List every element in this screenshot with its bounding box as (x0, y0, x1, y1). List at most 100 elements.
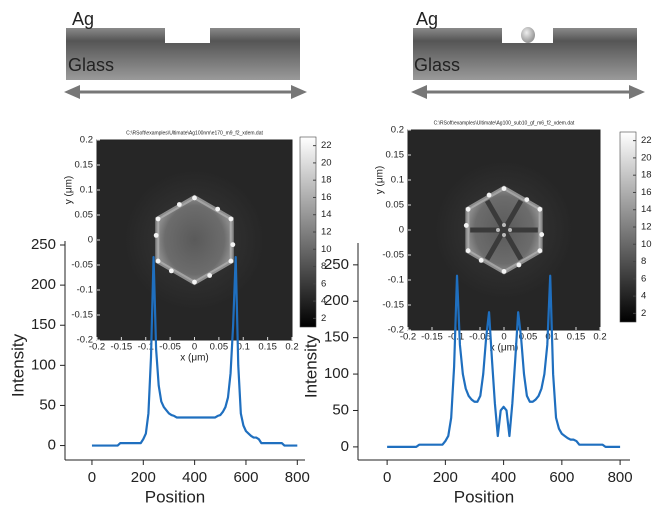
y-tick-label: 150 (324, 329, 349, 346)
x-tick-label: 200 (433, 469, 458, 486)
x-tick-label: 0.2 (285, 342, 298, 353)
heatmap-hotspot (153, 232, 159, 238)
y-tick-label: -0.2 (388, 325, 404, 336)
colorbar-tick-label: 8 (321, 261, 326, 272)
x-axis-label: x (μm) (490, 343, 519, 354)
heatmap-hotspot (155, 258, 161, 264)
x-tick-label: 0.15 (567, 332, 586, 343)
y-tick-label: -0.05 (71, 260, 93, 271)
x-tick-label: 800 (285, 469, 310, 486)
heatmap-hotspot (176, 202, 182, 207)
y-tick-label: 150 (31, 316, 56, 333)
x-tick-label: 0.05 (210, 342, 229, 353)
colorbar-tick-label: 2 (321, 313, 326, 324)
y-tick-label: 0.15 (386, 150, 405, 161)
schematic: Ag Glass (411, 9, 645, 99)
arrow-head (291, 85, 307, 99)
substrate-label: Glass (414, 55, 460, 75)
y-tick-label: -0.15 (382, 300, 404, 311)
heatmap-hotspot (516, 262, 522, 268)
y-tick-label: 0.1 (391, 175, 404, 186)
heatmap-feature (501, 228, 524, 261)
x-tick-label: 200 (131, 469, 156, 486)
y-axis-label: y (μm) (375, 166, 386, 195)
x-tick-label: -0.15 (111, 342, 133, 353)
x-axis-label: Position (145, 487, 205, 506)
y-tick-label: -0.2 (77, 335, 93, 346)
heatmap-hotspot (228, 216, 234, 222)
colorbar-tick-label: 4 (321, 296, 326, 307)
heatmap-title: C:\RSoft\examples\Ultimate\Ag100nm\e170_… (126, 130, 263, 136)
heatmap-title: C:\RSoft\examples\Ultimate\Ag100_sub10_g… (434, 120, 575, 126)
particle (521, 27, 535, 43)
x-tick-label: 0 (383, 469, 391, 486)
heatmap-feature (484, 228, 507, 261)
y-tick-label: 0 (341, 438, 349, 455)
x-axis-label: x (μm) (180, 353, 209, 364)
y-tick-label: -0.15 (71, 310, 93, 321)
x-tick-label: 0 (192, 342, 197, 353)
colorbar-tick-label: 6 (321, 278, 326, 289)
y-tick-label: 100 (324, 365, 349, 382)
heatmap-hotspot (230, 242, 236, 248)
colorbar-tick-label: 20 (321, 157, 332, 168)
heatmap-hotspot (478, 258, 484, 263)
y-tick-label: -0.05 (382, 250, 404, 261)
x-tick-label: -0.2 (400, 332, 416, 343)
heatmap-hotspot (501, 186, 507, 192)
heatmap-hotspot (465, 248, 471, 254)
y-tick-label: 0.05 (386, 200, 405, 211)
substrate-label: Glass (68, 55, 114, 75)
heatmap-hotspot (192, 279, 197, 285)
heatmap-hotspot (463, 223, 469, 228)
heatmap-hotspot (228, 258, 234, 264)
x-tick-label: -0.05 (159, 342, 181, 353)
y-tick-label: 0.15 (75, 160, 94, 171)
data-line (387, 274, 621, 448)
x-tick-label: 800 (608, 469, 633, 486)
y-tick-label: -0.1 (77, 285, 93, 296)
heatmap-hotspot (524, 197, 530, 202)
heatmap-hotspot (486, 192, 492, 198)
y-tick-label: 250 (324, 256, 349, 273)
heatmap-hotspot (501, 268, 507, 274)
heatmap-hotspot (192, 195, 197, 201)
y-tick-label: -0.1 (388, 275, 404, 286)
y-axis-label: Intensity (8, 333, 27, 397)
x-axis-label: Position (454, 487, 514, 506)
colorbar-tick-label: 20 (641, 152, 652, 163)
metal-label: Ag (72, 9, 94, 29)
y-tick-label: 0 (88, 235, 93, 246)
heatmap-hotspot (465, 206, 471, 212)
heatmap-hotspot (207, 273, 213, 278)
x-tick-label: 400 (491, 469, 516, 486)
heatmap-hotspot (537, 206, 543, 212)
x-tick-label: 0.2 (593, 332, 606, 343)
x-tick-label: 400 (182, 469, 207, 486)
colorbar-tick-label: 18 (641, 170, 652, 181)
colorbar-tick-label: 14 (321, 209, 332, 220)
colorbar-tick-label: 6 (641, 273, 646, 284)
y-tick-label: 0 (48, 437, 56, 454)
x-tick-label: -0.15 (421, 332, 443, 343)
heatmap-hotspot (215, 206, 221, 212)
heatmap-particle (155, 194, 234, 286)
colorbar-tick-label: 14 (641, 204, 652, 215)
y-tick-label: 50 (332, 401, 349, 418)
heatmap-feature (484, 199, 507, 232)
x-tick-label: -0.2 (89, 342, 105, 353)
y-axis-label: y (μm) (64, 176, 75, 205)
line-layer (91, 255, 621, 448)
x-tick-label: 0.1 (237, 342, 250, 353)
colorbar-tick-label: 10 (321, 244, 332, 255)
inset-layer: C:\RSoft\examples\Ultimate\Ag100nm\e170_… (64, 120, 652, 363)
colorbar-tick-label: 12 (641, 222, 652, 233)
x-tick-label: -0.05 (469, 332, 491, 343)
heatmap-hotspot (155, 216, 161, 222)
x-tick-label: -0.1 (138, 342, 154, 353)
colorbar-tick-label: 18 (321, 175, 332, 186)
y-tick-label: 100 (31, 356, 56, 373)
colorbar-tick-label: 22 (321, 140, 332, 151)
